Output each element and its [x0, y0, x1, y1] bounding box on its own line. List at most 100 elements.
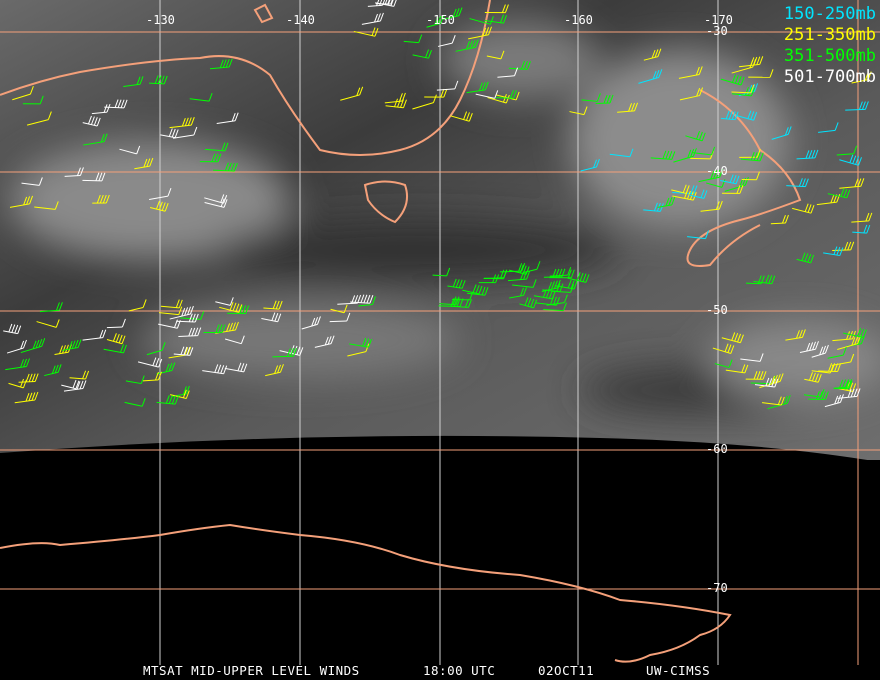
pressure-level-legend: 150-250mb 251-350mb 351-500mb 501-700mb: [784, 4, 876, 88]
wind-barb: [261, 312, 282, 323]
wind-barb: [347, 343, 370, 357]
wind-barb: [497, 67, 519, 78]
product-name: MTSAT MID-UPPER LEVEL WINDS: [143, 663, 360, 678]
wind-barb: [685, 130, 706, 142]
wind-barb: [595, 94, 614, 105]
wind-barb: [436, 80, 459, 91]
wind-barb: [823, 246, 844, 257]
longitude-label: -140: [286, 13, 315, 27]
wind-barb: [851, 71, 872, 84]
wind-barb: [189, 92, 213, 102]
wind-barb: [678, 66, 703, 79]
wind-barb: [150, 200, 169, 212]
wind-barb: [125, 375, 145, 385]
wind-barb: [475, 90, 499, 99]
wind-barb: [569, 106, 588, 116]
wind-barb: [845, 101, 869, 111]
wind-barb: [62, 339, 82, 351]
wind-barb: [91, 103, 111, 115]
wind-barb: [358, 296, 376, 307]
wind-barb: [554, 279, 578, 290]
wind-barb: [447, 278, 466, 289]
wind-barb: [160, 128, 179, 139]
wind-barb: [816, 193, 841, 206]
caption-bar: MTSAT MID-UPPER LEVEL WINDS 18:00 UTC 02…: [0, 660, 880, 680]
wind-barb: [106, 333, 126, 345]
longitude-label: -160: [564, 13, 593, 27]
wind-barb: [832, 330, 856, 342]
valid-time: 18:00 UTC: [423, 663, 496, 678]
wind-barb: [657, 196, 676, 208]
wind-barb: [349, 337, 373, 348]
wind-barb: [808, 391, 829, 401]
wind-barb: [508, 60, 531, 70]
wind-barb: [61, 379, 80, 390]
wind-barb: [172, 126, 198, 139]
wind-barb: [204, 194, 228, 204]
wind-barb: [263, 300, 283, 310]
wind-barb: [205, 142, 229, 152]
coastlines: [0, 0, 802, 663]
wind-barb: [811, 344, 829, 358]
wind-barb: [762, 396, 785, 406]
wind-barb: [745, 370, 767, 380]
wind-barb: [767, 395, 791, 410]
wind-barb: [843, 328, 867, 339]
wind-barb: [495, 91, 520, 101]
wind-barb: [385, 98, 407, 109]
wind-barb: [82, 329, 107, 341]
wind-barb: [450, 111, 473, 122]
wind-barb: [741, 171, 760, 181]
wind-barb: [580, 158, 600, 172]
wind-barb: [176, 313, 199, 323]
wind-barb: [63, 380, 87, 392]
wind-barb: [792, 203, 815, 214]
legend-item-501-700mb: 501-700mb: [783, 67, 876, 87]
wind-barb: [507, 271, 531, 282]
latitude-label: -50: [706, 303, 728, 317]
image-date: 02OCT11: [538, 663, 595, 678]
wind-barb: [199, 153, 222, 163]
wind-barb: [509, 287, 527, 299]
wind-barb: [455, 39, 479, 52]
wind-barb: [209, 58, 233, 70]
wind-barb: [227, 305, 250, 315]
wind-barb: [549, 266, 572, 277]
wind-barb: [673, 148, 697, 163]
wind-barb: [439, 296, 460, 306]
wind-barb: [731, 58, 757, 74]
wind-barb: [831, 353, 855, 366]
wind-barb: [468, 26, 492, 40]
wind-barb: [128, 299, 147, 312]
latitude-label: -70: [706, 581, 728, 595]
wind-barb: [8, 378, 27, 389]
wind-barb: [852, 224, 871, 234]
wind-barb: [329, 312, 351, 323]
wind-barb: [21, 177, 43, 186]
wind-barb: [836, 145, 858, 156]
wind-barb: [14, 391, 39, 404]
wind-barb: [467, 286, 489, 296]
wind-barb: [178, 327, 202, 338]
wind-barb: [142, 371, 162, 382]
wind-barb: [650, 150, 676, 160]
wind-barb: [202, 364, 228, 375]
wind-barb: [671, 184, 690, 194]
wind-barb: [581, 93, 601, 102]
wind-barb: [804, 372, 822, 383]
wind-barb: [799, 341, 819, 353]
wind-barb: [692, 146, 716, 156]
wind-barb: [361, 12, 384, 25]
wind-barb: [219, 301, 243, 313]
wind-barb: [124, 398, 146, 407]
wind-barb: [350, 294, 374, 304]
wind-barb: [9, 195, 34, 208]
wind-barb: [272, 348, 297, 358]
wind-barb: [104, 99, 128, 109]
wind-barb: [687, 230, 710, 240]
wind-barb: [827, 346, 847, 359]
wind-barb: [753, 274, 776, 285]
wind-barb: [731, 84, 755, 94]
latitude-label: -60: [706, 442, 728, 456]
